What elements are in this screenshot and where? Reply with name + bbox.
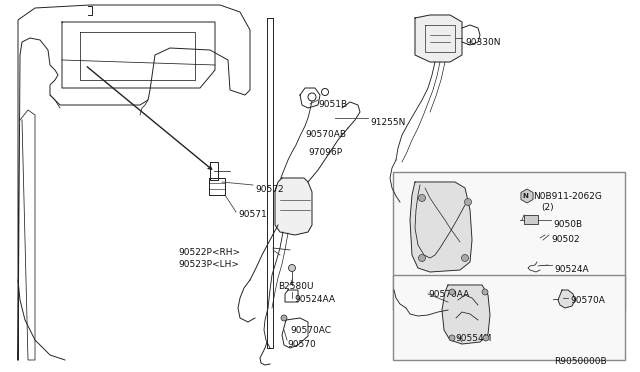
Text: 90554M: 90554M [455, 334, 492, 343]
Text: 90524AA: 90524AA [294, 295, 335, 304]
Circle shape [281, 315, 287, 321]
Text: 90571: 90571 [238, 210, 267, 219]
Circle shape [483, 335, 489, 341]
Polygon shape [415, 15, 462, 62]
Text: 90570A: 90570A [570, 296, 605, 305]
Text: 90572: 90572 [255, 185, 284, 194]
Bar [393, 172, 625, 310]
Circle shape [289, 264, 296, 272]
Text: 90522P<RH>: 90522P<RH> [178, 248, 240, 257]
Text: 90502: 90502 [551, 235, 580, 244]
Text: 97096P: 97096P [308, 148, 342, 157]
Text: 90570AC: 90570AC [290, 326, 331, 335]
Circle shape [419, 254, 426, 262]
Text: 90570AA: 90570AA [428, 290, 469, 299]
Circle shape [465, 199, 472, 205]
Polygon shape [442, 285, 490, 344]
Bar [524, 215, 538, 224]
Circle shape [461, 254, 468, 262]
Circle shape [419, 195, 426, 202]
Text: R9050000B: R9050000B [554, 357, 607, 366]
Circle shape [449, 335, 455, 341]
Text: B2580U: B2580U [278, 282, 314, 291]
Text: 90330N: 90330N [465, 38, 500, 47]
Text: 90570: 90570 [287, 340, 316, 349]
Polygon shape [410, 182, 472, 272]
Bar [393, 275, 625, 360]
Circle shape [449, 289, 455, 295]
Text: 91255N: 91255N [370, 118, 405, 127]
Text: 90524A: 90524A [554, 265, 589, 274]
Text: 90570AB: 90570AB [305, 130, 346, 139]
Text: 9050B: 9050B [553, 220, 582, 229]
Polygon shape [558, 290, 575, 308]
Text: N: N [522, 193, 528, 199]
Text: 9051B: 9051B [318, 100, 347, 109]
Polygon shape [275, 178, 312, 235]
Text: N0B911-2062G: N0B911-2062G [533, 192, 602, 201]
Circle shape [482, 289, 488, 295]
Text: (2): (2) [541, 203, 554, 212]
Text: 90523P<LH>: 90523P<LH> [178, 260, 239, 269]
